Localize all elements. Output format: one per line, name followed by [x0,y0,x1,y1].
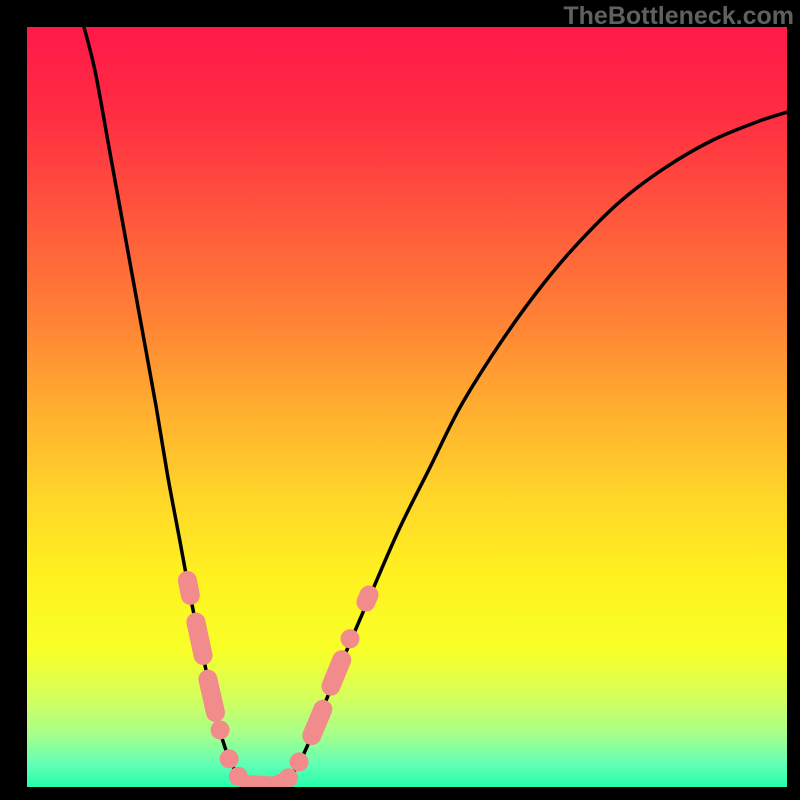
plot-area [27,27,787,787]
watermark-label: TheBottleneck.com [563,2,794,31]
marker-point [290,752,309,771]
marker-point [220,749,239,768]
marker-pill [208,679,216,712]
curve-layer [27,27,787,787]
marker-pill [331,660,342,686]
marker-point [279,768,298,787]
dip-curve [84,27,787,786]
chart-frame: TheBottleneck.com [0,0,800,800]
marker-pill [196,622,203,655]
marker-point [211,721,230,740]
marker-pill [187,580,190,595]
marker-pill [366,595,369,602]
marker-point [341,629,360,648]
marker-pill [312,709,323,735]
